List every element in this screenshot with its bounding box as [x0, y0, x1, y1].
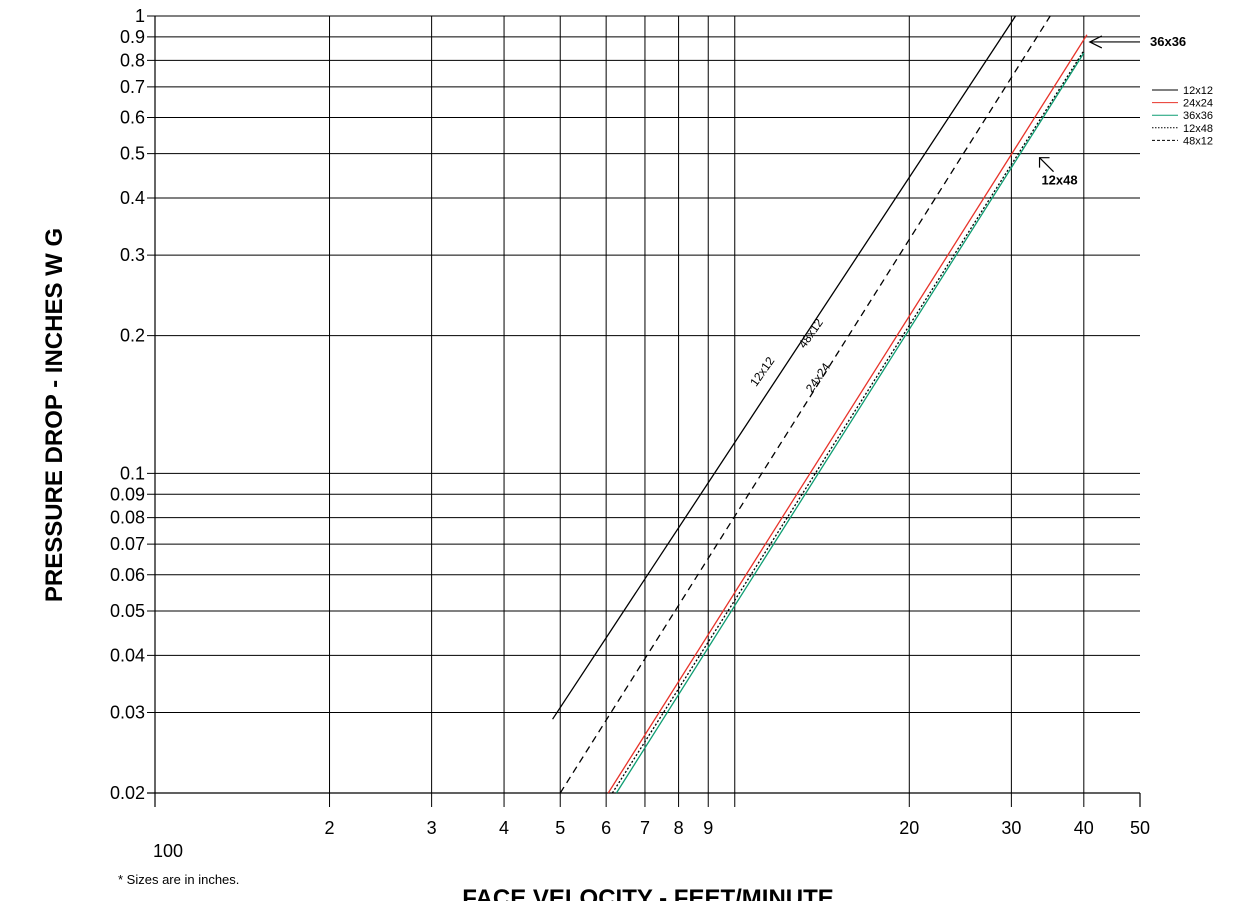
callout-label-12x48: 12x48: [1041, 173, 1077, 188]
series-line-12x12: [552, 15, 1017, 720]
y-tick-label: 0.03: [110, 702, 145, 722]
y-tick-label: 0.4: [120, 188, 145, 208]
x-tick-labels: 2 3 4 5 6 7 8 9 20 30 40 50: [325, 818, 1150, 838]
series-line-48x12: [559, 15, 1051, 794]
x-axis-title: FACE VELOCITY - FEET/MINUTE: [462, 885, 834, 901]
series-lines: [552, 15, 1088, 794]
x-tick-label: 8: [674, 818, 684, 838]
x-tick-label: 2: [325, 818, 335, 838]
y-tick-label: 1: [135, 6, 145, 26]
legend-label-48x12: 48x12: [1183, 135, 1213, 147]
y-tick-label: 0.2: [120, 326, 145, 346]
y-tick-labels: 0.02 0.03 0.04 0.05 0.06 0.07 0.08 0.090.1 0.2 0.…: [110, 6, 145, 803]
y-tick-label: 0.5: [120, 144, 145, 164]
x-axis-base-label: 100: [153, 841, 183, 861]
legend-label-24x24: 24x24: [1183, 98, 1213, 110]
grid: [147, 15, 1140, 807]
inline-label-24x24: 24x24: [803, 360, 833, 395]
axes: [147, 16, 1141, 807]
x-tick-label: 3: [427, 818, 437, 838]
y-tick-label: 0.04: [110, 645, 145, 665]
x-tick-label: 40: [1074, 818, 1094, 838]
x-tick-label: 50: [1130, 818, 1150, 838]
inline-label-48x12: 48x12: [796, 316, 826, 351]
x-tick-label: 6: [601, 818, 611, 838]
callout-arrowhead-36x36: [1088, 35, 1103, 49]
footnote: * Sizes are in inches.: [118, 872, 239, 887]
series-line-12x48: [611, 50, 1085, 794]
callout-label-36x36: 36x36: [1150, 34, 1186, 49]
callout-arrowhead-12x48: [1038, 157, 1050, 168]
legend-label-12x48: 12x48: [1183, 123, 1213, 135]
y-tick-label: 0.7: [120, 77, 145, 97]
y-tick-label: 0.02: [110, 783, 145, 803]
y-tick-label: 0.3: [120, 245, 145, 265]
x-tick-label: 7: [640, 818, 650, 838]
y-tick-label: 0.1: [120, 463, 145, 483]
callout-arrow-12x48: [1039, 157, 1054, 173]
legend-label-36x36: 36x36: [1183, 110, 1213, 122]
x-tick-label: 30: [1001, 818, 1021, 838]
y-tick-label: 0.8: [120, 50, 145, 70]
y-tick-label: 0.06: [110, 565, 145, 585]
y-tick-label: 0.6: [120, 107, 145, 127]
series-line-24x24: [607, 34, 1088, 794]
y-tick-label: 0.09: [110, 484, 145, 504]
y-axis-title: PRESSURE DROP - INCHES W G: [41, 228, 68, 602]
x-tick-label: 9: [703, 818, 713, 838]
y-tick-label: 0.05: [110, 601, 145, 621]
y-tick-label: 0.9: [120, 27, 145, 47]
x-tick-label: 5: [555, 818, 565, 838]
x-tick-label: 4: [499, 818, 509, 838]
series-line-36x36: [615, 52, 1085, 794]
x-tick-label: 20: [899, 818, 919, 838]
y-tick-label: 0.08: [110, 508, 145, 528]
legend-label-12x12: 12x12: [1183, 85, 1213, 97]
y-tick-label: 0.07: [110, 534, 145, 554]
callouts: 36x36 12x48: [1038, 34, 1186, 188]
